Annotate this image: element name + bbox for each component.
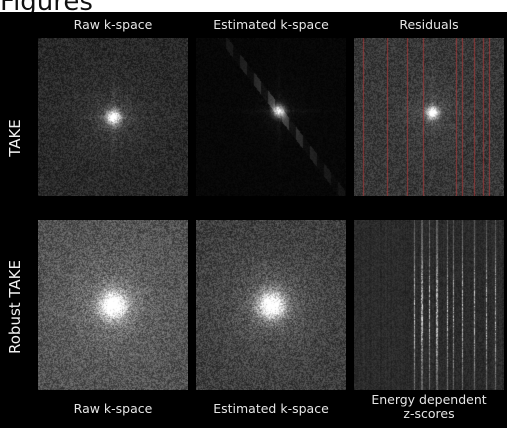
panel-take-residuals <box>354 38 504 196</box>
panel-robust-estimated-kspace <box>196 220 346 390</box>
figure-panel-grid: Raw k-space Estimated k-space Residuals … <box>0 12 507 428</box>
panel-take-raw-kspace <box>38 38 188 196</box>
col-label-estimated-kspace-bottom: Estimated k-space <box>213 401 329 416</box>
col-label-raw-kspace-bottom: Raw k-space <box>73 401 153 416</box>
col-label-residuals-top: Residuals <box>399 17 459 32</box>
col-label-raw-kspace-top: Raw k-space <box>73 17 153 32</box>
zscores-label-line1: Energy dependent <box>371 392 487 407</box>
panel-robust-zscores <box>354 220 504 390</box>
panel-robust-raw-kspace <box>38 220 188 390</box>
col-label-estimated-kspace-top: Estimated k-space <box>213 17 329 32</box>
zscores-label-line2: z-scores <box>403 406 455 421</box>
row-label-robust-take: Robust TAKE <box>6 260 24 354</box>
row-label-take: TAKE <box>6 119 24 157</box>
col-label-zscores-bottom: Energy dependent z-scores <box>354 393 504 421</box>
panel-take-estimated-kspace <box>196 38 346 196</box>
